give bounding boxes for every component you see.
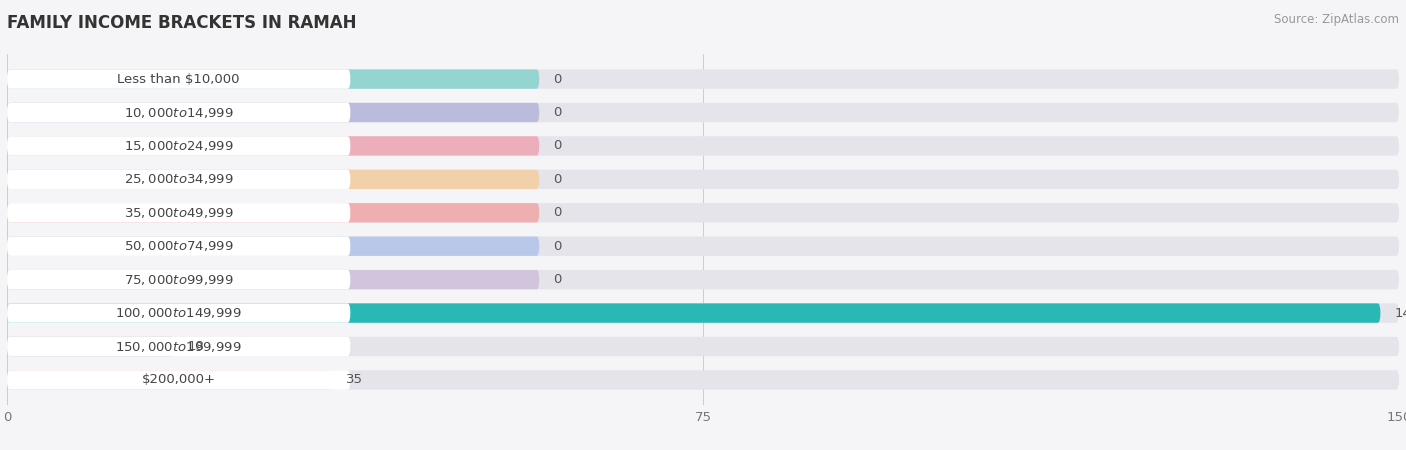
FancyBboxPatch shape <box>7 237 1399 256</box>
FancyBboxPatch shape <box>7 237 540 256</box>
FancyBboxPatch shape <box>7 203 1399 222</box>
FancyBboxPatch shape <box>7 370 350 390</box>
FancyBboxPatch shape <box>7 136 540 156</box>
FancyBboxPatch shape <box>7 370 332 390</box>
FancyBboxPatch shape <box>7 203 350 222</box>
FancyBboxPatch shape <box>7 136 1399 156</box>
FancyBboxPatch shape <box>7 69 1399 89</box>
Text: 0: 0 <box>553 72 561 86</box>
FancyBboxPatch shape <box>7 103 350 122</box>
FancyBboxPatch shape <box>7 170 350 189</box>
FancyBboxPatch shape <box>7 69 540 89</box>
FancyBboxPatch shape <box>7 337 1399 356</box>
FancyBboxPatch shape <box>7 103 540 122</box>
FancyBboxPatch shape <box>7 237 350 256</box>
Text: $100,000 to $149,999: $100,000 to $149,999 <box>115 306 242 320</box>
FancyBboxPatch shape <box>7 303 1399 323</box>
Text: $150,000 to $199,999: $150,000 to $199,999 <box>115 339 242 354</box>
FancyBboxPatch shape <box>7 303 350 323</box>
Text: 0: 0 <box>553 173 561 186</box>
FancyBboxPatch shape <box>7 370 1399 390</box>
FancyBboxPatch shape <box>7 69 350 89</box>
FancyBboxPatch shape <box>7 303 1381 323</box>
Text: $25,000 to $34,999: $25,000 to $34,999 <box>124 172 233 186</box>
Text: 0: 0 <box>553 140 561 153</box>
Text: 0: 0 <box>553 106 561 119</box>
FancyBboxPatch shape <box>7 170 1399 189</box>
FancyBboxPatch shape <box>7 203 540 222</box>
Text: Source: ZipAtlas.com: Source: ZipAtlas.com <box>1274 14 1399 27</box>
FancyBboxPatch shape <box>7 337 174 356</box>
Text: 0: 0 <box>553 206 561 219</box>
FancyBboxPatch shape <box>7 270 1399 289</box>
Text: $15,000 to $24,999: $15,000 to $24,999 <box>124 139 233 153</box>
Text: 35: 35 <box>346 374 363 387</box>
Text: $200,000+: $200,000+ <box>142 374 215 387</box>
Text: 148: 148 <box>1395 306 1406 320</box>
FancyBboxPatch shape <box>7 337 350 356</box>
Text: 18: 18 <box>188 340 205 353</box>
Text: Less than $10,000: Less than $10,000 <box>118 72 240 86</box>
Text: $75,000 to $99,999: $75,000 to $99,999 <box>124 273 233 287</box>
Text: 0: 0 <box>553 240 561 253</box>
FancyBboxPatch shape <box>7 136 350 156</box>
FancyBboxPatch shape <box>7 270 350 289</box>
FancyBboxPatch shape <box>7 170 540 189</box>
Text: $50,000 to $74,999: $50,000 to $74,999 <box>124 239 233 253</box>
Text: $10,000 to $14,999: $10,000 to $14,999 <box>124 105 233 120</box>
FancyBboxPatch shape <box>7 103 1399 122</box>
FancyBboxPatch shape <box>7 270 540 289</box>
Text: $35,000 to $49,999: $35,000 to $49,999 <box>124 206 233 220</box>
Text: 0: 0 <box>553 273 561 286</box>
Text: FAMILY INCOME BRACKETS IN RAMAH: FAMILY INCOME BRACKETS IN RAMAH <box>7 14 357 32</box>
